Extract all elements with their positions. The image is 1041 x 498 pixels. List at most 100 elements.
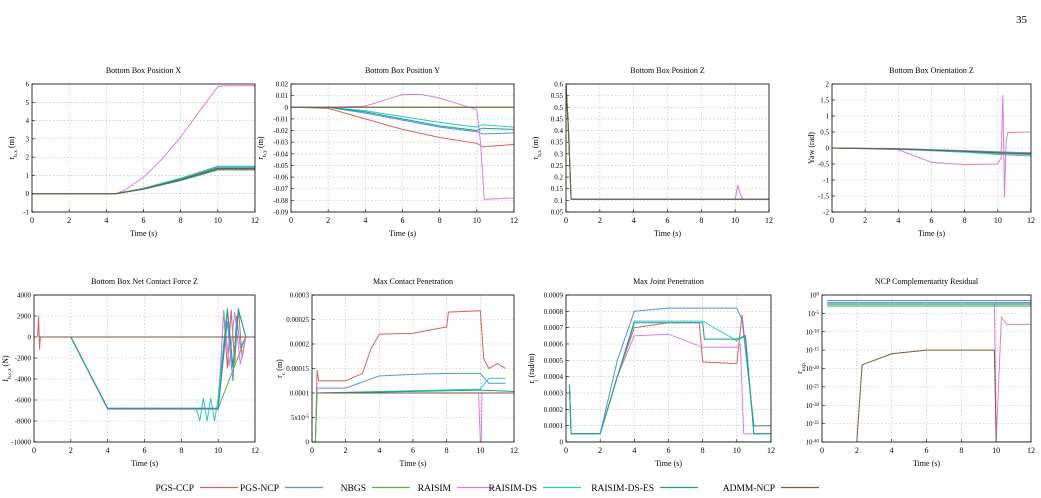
y-tick-label: -0.03	[273, 139, 288, 147]
y-axis-label: rb,y (m)	[256, 136, 268, 160]
y-tick-label: 4000	[17, 292, 32, 300]
x-axis-label: Time (s)	[918, 229, 945, 238]
y-axis-label: rj (rad/m)	[527, 353, 539, 384]
y-tick-label: -0.09	[273, 209, 288, 217]
y-tick-label: 0.00025	[286, 316, 309, 324]
y-axis-label: rncp	[795, 363, 807, 374]
y-tick-label: -2	[823, 209, 829, 217]
x-tick-label: 2	[598, 216, 602, 225]
series-line-raisim-ds-es	[39, 309, 247, 409]
y-tick-label: 0	[560, 439, 564, 447]
y-tick-label: 0.25	[551, 162, 564, 170]
y-tick-label: -0.04	[273, 150, 288, 158]
y-tick-label: 6	[26, 81, 30, 89]
y-tick-label: 5	[26, 99, 30, 107]
series-line-pgs-ccp	[291, 106, 514, 148]
x-axis-label: Time (s)	[389, 229, 416, 238]
x-tick-label: 0	[310, 446, 314, 455]
y-tick-label: 0.2	[554, 174, 563, 182]
y-tick-label: 10-10	[805, 328, 819, 336]
x-tick-label: 10	[731, 216, 739, 225]
series-line-pgs-ccp	[568, 314, 771, 435]
plot-frame	[33, 294, 256, 443]
y-tick-label: -0.08	[273, 197, 288, 205]
chart-title: Max Contact Penetration	[373, 277, 453, 286]
y-tick-label: 1	[26, 172, 30, 180]
series-line-raisim	[827, 301, 1031, 442]
chart-title: NCP Complementarity Residual	[875, 277, 979, 286]
y-tick-label: 0.00015	[286, 365, 309, 373]
y-tick-label: 10-35	[805, 420, 819, 428]
y-tick-label: -2000	[15, 355, 32, 363]
x-tick-label: 12	[1027, 216, 1035, 225]
plot-frame	[565, 83, 770, 213]
y-axis-label: Yaw (rad)	[807, 132, 816, 164]
y-tick-label: 0.5	[554, 104, 563, 112]
y-tick-label: 0.1	[554, 197, 563, 205]
x-tick-label: 2	[326, 216, 330, 225]
chart-title: Bottom Box Net Contact Force Z	[91, 277, 198, 286]
x-axis-label: Time (s)	[131, 459, 158, 468]
y-tick-label: 0.0007	[544, 324, 564, 332]
x-tick-label: 10	[214, 216, 222, 225]
y-tick-label: -0.07	[273, 185, 288, 193]
chart-title: Bottom Box Position Y	[365, 66, 440, 75]
legend-label-pgs-ncp: PGS-NCP	[240, 484, 279, 494]
plot-frame	[31, 83, 256, 213]
x-tick-label: 6	[142, 216, 146, 225]
chart-title: Bottom Box Orientation Z	[889, 66, 974, 75]
legend-label-raisim-ds-es: RAISIM-DS-ES	[591, 484, 654, 494]
y-tick-label: 0.45	[551, 115, 564, 123]
series-line-raisim	[39, 309, 247, 410]
legend-label-raisim: RAISIM	[418, 484, 452, 494]
x-tick-label: 10	[476, 446, 484, 455]
chart-panel-2: Bottom Box Position Y 0 2 4 6 8 10 12 -0.09 -0.08…	[256, 66, 518, 238]
y-tick-label: -0.01	[273, 115, 288, 123]
x-tick-label: 4	[632, 446, 636, 455]
series-line-admm-ncp	[566, 84, 769, 200]
y-tick-label: 0.35	[551, 139, 564, 147]
y-axis-label: rc (m)	[275, 359, 287, 378]
x-tick-label: 4	[896, 216, 900, 225]
y-tick-label: 10-25	[805, 383, 819, 391]
x-tick-label: 12	[251, 216, 259, 225]
series-line-raisim	[832, 95, 1031, 198]
x-axis-label: Time (s)	[399, 459, 426, 468]
y-tick-label: 0	[826, 145, 830, 153]
y-tick-label: -1	[23, 209, 29, 217]
x-tick-label: 12	[510, 216, 518, 225]
y-tick-label: -1	[823, 177, 829, 185]
y-tick-label: -0.02	[273, 127, 288, 135]
y-tick-label: 0.0005	[544, 357, 564, 365]
x-tick-label: 2	[863, 216, 867, 225]
x-tick-label: 0	[820, 446, 824, 455]
legend: PGS-CCP PGS-NCP NBGS RAISIM RAISIM-DS RAISIM-…	[155, 484, 819, 494]
series-line-raisim	[291, 94, 514, 200]
y-tick-label: 10-15	[805, 347, 819, 355]
x-tick-label: 6	[667, 446, 671, 455]
x-tick-label: 10	[992, 446, 1000, 455]
y-tick-label: 0.0002	[290, 341, 310, 349]
chart-title: Max Joint Penetration	[633, 277, 704, 286]
y-tick-label: 10-40	[805, 439, 819, 447]
series-line-raisim-ds	[566, 84, 769, 200]
x-tick-label: 2	[67, 216, 71, 225]
y-tick-label: 0.0002	[544, 406, 564, 414]
chart-title: Bottom Box Position X	[106, 66, 182, 75]
x-tick-label: 0	[30, 216, 34, 225]
series-line-admm-ncp	[32, 168, 255, 195]
x-tick-label: 8	[179, 216, 183, 225]
x-tick-label: 6	[143, 446, 147, 455]
series-line-nbgs	[566, 84, 769, 200]
y-tick-label: -8000	[15, 418, 32, 426]
y-tick-label: 10-5	[808, 310, 820, 318]
series-line-nbgs	[39, 336, 247, 409]
y-axis-label: fb,c,z (N)	[1, 355, 13, 382]
plot-frame	[831, 83, 1032, 213]
x-tick-label: 8	[959, 446, 963, 455]
x-tick-label: 0	[564, 446, 568, 455]
x-tick-label: 0	[830, 216, 834, 225]
plot-frame	[565, 294, 772, 443]
y-tick-label: 0	[28, 334, 32, 342]
y-axis-label: rb,z (m)	[531, 136, 543, 159]
